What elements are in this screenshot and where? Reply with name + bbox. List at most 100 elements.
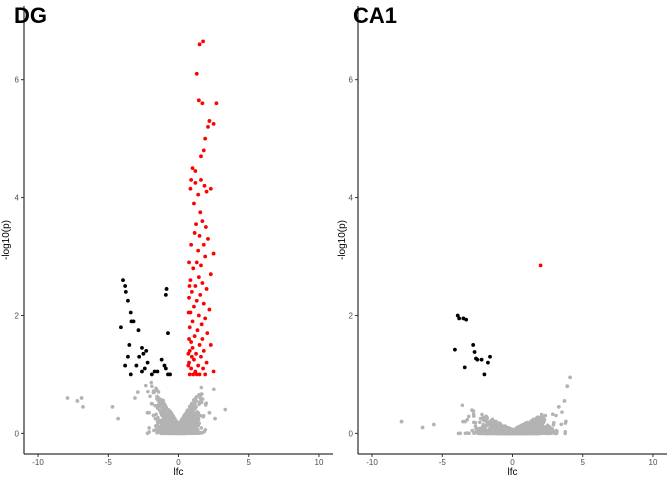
dg-gene-point bbox=[190, 345, 195, 350]
dg-gene-point bbox=[196, 248, 201, 253]
ca1-gene-point bbox=[462, 365, 467, 370]
dg-gene-point bbox=[126, 298, 130, 303]
ca1-x-tick-label: -5 bbox=[439, 458, 447, 467]
ca1-ns-point bbox=[481, 425, 485, 429]
ca1-ns-point bbox=[506, 431, 511, 436]
ca1-ns-point bbox=[523, 421, 528, 425]
dg-gene-point bbox=[196, 313, 201, 318]
dg-gene-point bbox=[199, 263, 203, 268]
dg-ns-point bbox=[161, 412, 166, 417]
ca1-ns-point bbox=[533, 426, 538, 431]
ca1-ns-point bbox=[563, 431, 567, 436]
dg-gene-point bbox=[119, 325, 123, 330]
dg-ns-point bbox=[212, 387, 216, 392]
ca1-ns-point bbox=[478, 426, 483, 431]
dg-series-2 bbox=[65, 390, 217, 421]
dg-ns-point bbox=[163, 429, 167, 434]
dg-gene-point bbox=[191, 372, 196, 377]
dg-gene-point bbox=[201, 301, 206, 306]
dg-x-tick-label: 10 bbox=[315, 458, 324, 467]
dg-ns-point bbox=[182, 414, 187, 419]
dg-ns-point bbox=[164, 418, 169, 422]
dg-gene-point bbox=[203, 225, 208, 229]
ca1-gene-point bbox=[556, 404, 561, 409]
dg-ns-point bbox=[149, 380, 154, 385]
ca1-ns-point bbox=[525, 424, 530, 429]
dg-gene-point bbox=[196, 98, 201, 103]
dg-ns-point bbox=[223, 407, 228, 412]
ca1-ns-point bbox=[480, 412, 484, 417]
dg-ns-point bbox=[185, 430, 190, 434]
dg-gene-point bbox=[188, 278, 193, 283]
ca1-ns-point bbox=[494, 431, 498, 435]
dg-ns-point bbox=[191, 412, 195, 417]
ca1-ns-point bbox=[538, 421, 543, 425]
dg-gene-point bbox=[192, 231, 197, 235]
ca1-ns-point bbox=[516, 429, 520, 434]
dg-gene-point bbox=[162, 363, 167, 368]
dg-gene-point bbox=[187, 260, 191, 265]
dg-ns-point bbox=[183, 422, 188, 427]
dg-ns-point bbox=[167, 415, 172, 419]
ca1-gene-point bbox=[464, 317, 469, 322]
dg-gene-point bbox=[79, 396, 84, 400]
dg-ns-point bbox=[151, 390, 156, 395]
dg-gene-point bbox=[191, 266, 196, 271]
dg-gene-point bbox=[75, 399, 80, 403]
dg-x-tick-label: -10 bbox=[32, 458, 44, 467]
ca1-ns-point bbox=[554, 413, 558, 418]
ca1-gene-point bbox=[486, 360, 490, 365]
ca1-gene-point bbox=[565, 384, 570, 389]
ca1-ns-point bbox=[553, 430, 557, 435]
ca1-gene-point bbox=[472, 350, 477, 354]
dg-gene-point bbox=[129, 319, 134, 324]
dg-ns-point bbox=[199, 385, 204, 390]
dg-gene-point bbox=[186, 363, 191, 368]
dg-ns-point bbox=[150, 384, 154, 389]
ca1-series-2 bbox=[399, 375, 572, 430]
dg-ns-point bbox=[200, 397, 205, 401]
ca1-gene-point bbox=[471, 343, 476, 347]
dg-ns-point bbox=[168, 410, 172, 414]
dg-gene-point bbox=[200, 219, 205, 224]
dg-ns-point bbox=[187, 413, 192, 418]
dg-gene-point bbox=[207, 119, 212, 123]
dg-gene-point bbox=[81, 404, 85, 409]
dg-ns-point bbox=[193, 406, 197, 411]
dg-gene-point bbox=[206, 124, 210, 129]
dg-gene-point bbox=[123, 363, 128, 368]
dg-gene-point bbox=[205, 331, 210, 336]
dg-panel: -10 -5 0 5 10 0 2 4 6 lfc -log10(p) DG bbox=[1, 3, 333, 478]
ca1-ns-point bbox=[498, 428, 503, 432]
dg-gene-point bbox=[116, 416, 121, 421]
dg-gene-point bbox=[201, 366, 205, 371]
ca1-ns-point bbox=[531, 431, 536, 436]
dg-gene-point bbox=[213, 416, 217, 421]
dg-ns-point bbox=[194, 399, 198, 403]
ca1-ns-point bbox=[487, 431, 491, 436]
ca1-ns-point bbox=[513, 431, 518, 435]
dg-ns-point bbox=[177, 423, 181, 428]
dg-gene-point bbox=[187, 372, 192, 377]
dg-gene-point bbox=[199, 354, 203, 359]
dg-series-1 bbox=[119, 278, 172, 377]
ca1-panel-title: CA1 bbox=[353, 3, 397, 28]
ca1-ns-point bbox=[477, 431, 482, 436]
dg-gene-point bbox=[192, 201, 196, 206]
dg-ns-point bbox=[189, 423, 194, 428]
dg-gene-point bbox=[207, 307, 212, 312]
dg-ns-point bbox=[157, 401, 162, 405]
dg-gene-point bbox=[65, 396, 70, 400]
dg-gene-point bbox=[193, 284, 198, 288]
dg-gene-point bbox=[187, 295, 191, 300]
dg-gene-point bbox=[134, 363, 139, 368]
dg-ns-point bbox=[180, 426, 184, 430]
dg-gene-point bbox=[194, 71, 199, 76]
dg-gene-point bbox=[197, 372, 202, 377]
dg-ns-point bbox=[148, 394, 152, 399]
ca1-ns-point bbox=[481, 415, 486, 420]
ca1-ns-point bbox=[551, 420, 556, 425]
dg-gene-point bbox=[199, 154, 203, 159]
ca1-ns-point bbox=[484, 414, 488, 419]
ca1-ns-point bbox=[543, 413, 548, 418]
